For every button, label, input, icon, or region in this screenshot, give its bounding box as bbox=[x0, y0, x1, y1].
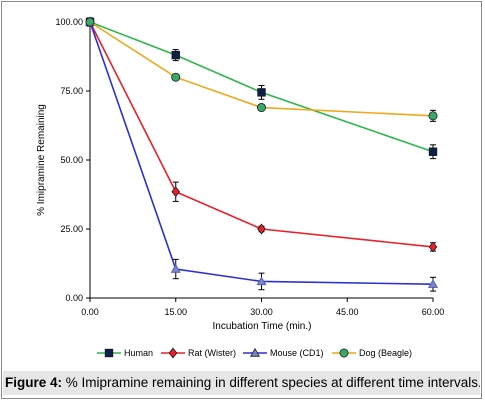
legend-swatch-marker bbox=[339, 348, 349, 358]
y-tick-label: 50.00 bbox=[60, 155, 83, 165]
legend-item-rat-wister: Rat (Wister) bbox=[161, 347, 236, 359]
data-point bbox=[256, 103, 266, 113]
legend-swatch-marker bbox=[104, 348, 114, 358]
data-point bbox=[85, 17, 95, 27]
legend-swatch-marker bbox=[168, 347, 178, 359]
legend-swatch-marker bbox=[250, 347, 260, 357]
x-tick-label: 45.00 bbox=[336, 307, 359, 317]
data-point bbox=[428, 241, 438, 253]
legend-item-mouse-cd1: Mouse (CD1) bbox=[243, 347, 324, 358]
x-axis-title: Incubation Time (min.) bbox=[213, 321, 312, 332]
y-tick-labels: 0.00 25.00 50.00 75.00 100.00 bbox=[55, 17, 83, 303]
data-point bbox=[428, 147, 438, 156]
series-line bbox=[89, 21, 434, 117]
chart-axes bbox=[86, 21, 434, 302]
series-line bbox=[89, 21, 434, 153]
data-point bbox=[428, 111, 438, 121]
caption-label: Figure 4: bbox=[5, 375, 63, 390]
data-point bbox=[428, 279, 438, 288]
legend-label: Mouse (CD1) bbox=[270, 348, 324, 358]
y-axis-title: % Imipramine Remaining bbox=[36, 104, 47, 216]
y-tick-label: 100.00 bbox=[55, 17, 83, 27]
x-tick-label: 60.00 bbox=[422, 307, 445, 317]
series-mouse-cd1 bbox=[85, 16, 438, 292]
legend-item-human: Human bbox=[97, 348, 153, 358]
x-tick-label: 15.00 bbox=[164, 307, 187, 317]
legend-label: Rat (Wister) bbox=[188, 348, 236, 358]
series-line bbox=[89, 21, 434, 285]
data-point bbox=[171, 186, 181, 198]
y-tick-label: 0.00 bbox=[65, 293, 83, 303]
data-point bbox=[171, 72, 181, 82]
series-human bbox=[85, 17, 438, 160]
x-tick-label: 0.00 bbox=[81, 307, 99, 317]
figure-caption: Figure 4: % Imipramine remaining in diff… bbox=[3, 371, 480, 395]
chart-legend: Human Rat (Wister) Mouse (CD1) Dog (Beagle) bbox=[97, 347, 412, 359]
data-point bbox=[170, 263, 181, 273]
series-group bbox=[85, 16, 438, 292]
x-tick-labels: 0.00 15.00 30.00 45.00 60.00 bbox=[81, 307, 444, 317]
data-point bbox=[171, 50, 180, 60]
legend-label: Human bbox=[124, 348, 153, 358]
legend-item-dog-beagle: Dog (Beagle) bbox=[332, 348, 412, 358]
data-point bbox=[257, 223, 266, 235]
y-tick-label: 25.00 bbox=[60, 224, 83, 234]
caption-text: % Imipramine remaining in different spec… bbox=[62, 375, 480, 390]
x-tick-label: 30.00 bbox=[250, 307, 273, 317]
line-chart: 0.00 15.00 30.00 45.00 60.00 0.00 25.00 50.00 7… bbox=[36, 16, 444, 359]
series-line bbox=[89, 21, 434, 248]
y-tick-label: 75.00 bbox=[60, 86, 83, 96]
data-point bbox=[256, 276, 267, 286]
series-dog-beagle bbox=[85, 17, 438, 122]
data-point bbox=[257, 88, 266, 97]
legend-label: Dog (Beagle) bbox=[359, 348, 412, 358]
